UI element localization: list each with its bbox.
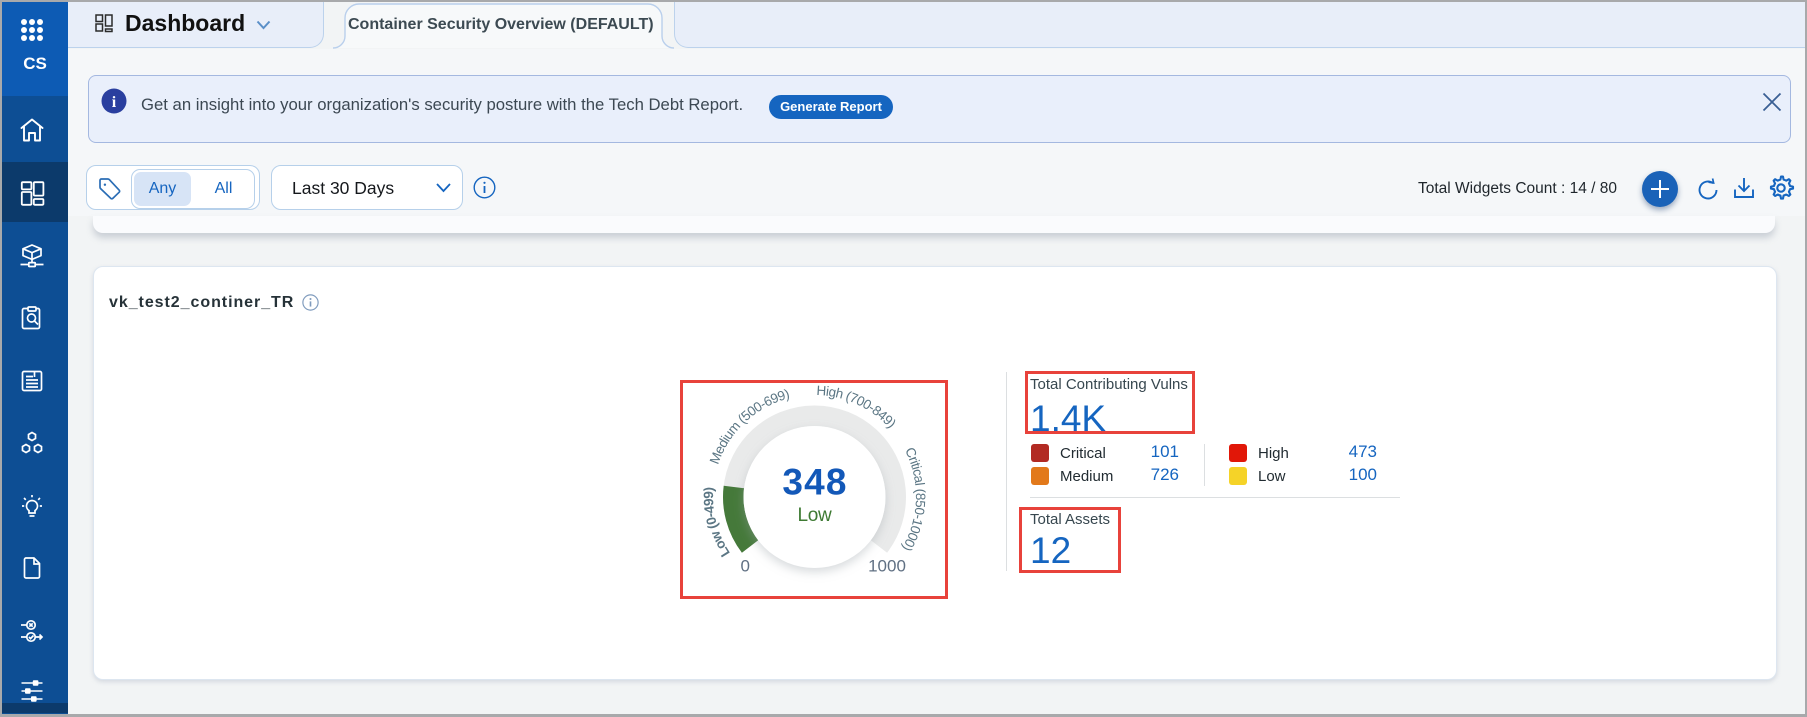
svg-text:0: 0 bbox=[740, 557, 749, 576]
svg-text:1000: 1000 bbox=[868, 557, 906, 576]
svg-text:i: i bbox=[112, 94, 117, 111]
svg-text:348: 348 bbox=[782, 462, 847, 503]
svg-text:Low: Low bbox=[798, 505, 833, 526]
